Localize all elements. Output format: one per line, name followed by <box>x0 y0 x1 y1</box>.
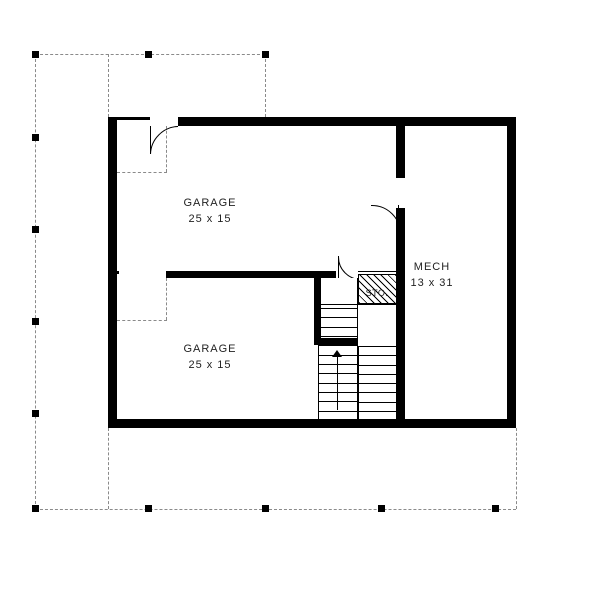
label-garage2: GARAGE25 x 15 <box>165 342 255 374</box>
door-leaf-1 <box>398 205 399 233</box>
post-5 <box>32 318 39 325</box>
door-leaf-2 <box>338 256 339 278</box>
post-10 <box>378 505 385 512</box>
stairs-1 <box>318 308 358 420</box>
post-9 <box>262 505 269 512</box>
track-3 <box>166 278 167 320</box>
stair-arrow-head <box>332 350 342 357</box>
label-sto: STO. <box>362 287 392 300</box>
perimeter-bottom <box>35 509 516 510</box>
perimeter-right-lower <box>516 428 517 509</box>
stair-arrow-shaft <box>337 352 338 410</box>
floor-plan: GARAGE25 x 15 GARAGE25 x 15 MECH13 x 31STO… <box>0 0 600 600</box>
door-swing-1 <box>371 205 399 233</box>
opening-mech <box>396 178 405 208</box>
opening-top-door <box>150 117 178 126</box>
post-2 <box>262 51 269 58</box>
post-11 <box>492 505 499 512</box>
label-mech: MECH13 x 31 <box>387 260 477 292</box>
door-swing-0 <box>150 126 178 154</box>
post-3 <box>32 134 39 141</box>
perimeter-building-left-down <box>108 428 109 509</box>
stairs-2 <box>358 346 398 420</box>
door-swing-2 <box>338 256 360 278</box>
partition-0 <box>314 304 396 305</box>
track-0 <box>117 172 167 173</box>
post-1 <box>145 51 152 58</box>
inner-wall-2 <box>166 271 336 278</box>
track-2 <box>117 320 167 321</box>
post-7 <box>32 505 39 512</box>
post-4 <box>32 226 39 233</box>
post-6 <box>32 410 39 417</box>
door-leaf-0 <box>150 126 151 154</box>
post-8 <box>145 505 152 512</box>
perimeter-right-upper <box>265 54 266 117</box>
post-0 <box>32 51 39 58</box>
wall-bottom <box>108 419 516 428</box>
label-garage1: GARAGE25 x 15 <box>165 196 255 228</box>
perimeter-left <box>35 54 36 509</box>
wall-right <box>507 117 516 428</box>
opening-1 <box>117 274 166 278</box>
perimeter-to-building-left <box>108 54 109 117</box>
